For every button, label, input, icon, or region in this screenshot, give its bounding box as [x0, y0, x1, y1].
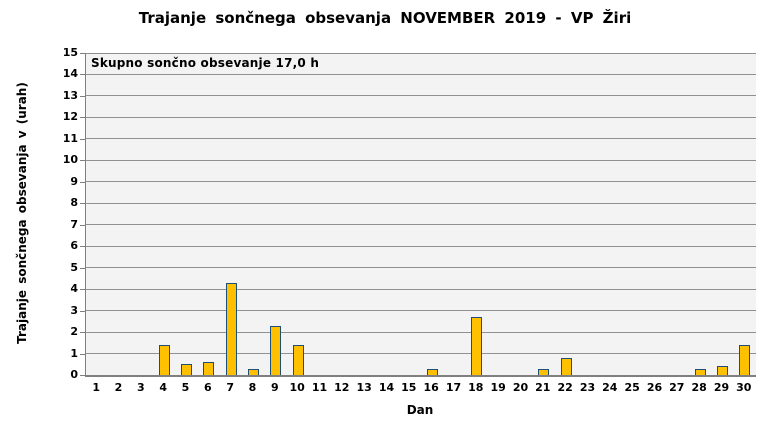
x-tick-label-5: 5: [181, 381, 190, 394]
bar-day-7: [225, 282, 237, 375]
gridline-11: [86, 138, 756, 140]
gridline-13: [86, 95, 756, 97]
bar-day-9: [270, 325, 282, 375]
y-tick-mark: [80, 117, 86, 119]
bar-day-29: [717, 366, 728, 375]
x-axis-title: Dan: [406, 403, 434, 417]
x-tick-label-12: 12: [334, 381, 350, 394]
x-tick-label-26: 26: [646, 381, 663, 394]
gridline-1: [86, 353, 756, 355]
x-tick-label-9: 9: [270, 381, 279, 394]
x-tick-label-6: 6: [203, 381, 212, 394]
y-tick-label-4: 4: [70, 282, 78, 296]
bar-day-16: [426, 368, 438, 375]
gridline-15: [86, 53, 756, 54]
x-tick-label-24: 24: [602, 381, 618, 394]
x-tick-label-15: 15: [401, 381, 417, 394]
gridline-8: [86, 202, 756, 204]
gridline-9: [86, 181, 756, 183]
x-tick-label-11: 11: [311, 381, 328, 394]
y-tick-mark: [80, 53, 86, 54]
x-tick-label-10: 10: [289, 381, 305, 394]
x-tick-label-18: 18: [468, 381, 484, 394]
y-tick-mark: [80, 332, 86, 334]
y-tick-mark: [80, 181, 86, 183]
gridline-10: [86, 159, 756, 161]
y-tick-mark: [80, 310, 86, 312]
bar-day-21: [538, 368, 550, 375]
bar-day-5: [181, 364, 192, 375]
gridline-7: [86, 224, 756, 226]
y-tick-label-0: 0: [70, 368, 78, 381]
x-tick-label-8: 8: [248, 381, 257, 394]
x-tick-label-23: 23: [579, 381, 596, 394]
total-sunshine-annotation: Skupno sončno obsevanje 17,0 h: [91, 56, 320, 70]
bar-day-22: [560, 357, 572, 375]
gridline-5: [86, 267, 756, 269]
y-tick-label-8: 8: [70, 196, 78, 210]
x-tick-label-19: 19: [490, 381, 506, 394]
x-tick-label-2: 2: [114, 381, 123, 394]
y-tick-label-14: 14: [62, 67, 78, 81]
x-tick-label-17: 17: [445, 381, 462, 394]
gridline-12: [86, 116, 756, 118]
bar-day-10: [292, 344, 304, 375]
y-tick-mark: [80, 160, 86, 162]
gridline-2: [86, 331, 756, 333]
x-tick-label-14: 14: [378, 381, 395, 394]
gridline-6: [86, 245, 756, 247]
y-tick-mark: [80, 267, 86, 269]
x-tick-label-22: 22: [557, 381, 573, 394]
x-tick-label-1: 1: [92, 381, 100, 394]
x-tick-label-16: 16: [423, 381, 439, 394]
y-tick-label-13: 13: [62, 88, 78, 102]
gridline-4: [86, 288, 756, 290]
x-tick-label-25: 25: [624, 381, 640, 394]
y-tick-mark: [80, 353, 86, 355]
y-tick-label-6: 6: [70, 239, 78, 253]
x-tick-label-20: 20: [512, 381, 529, 394]
x-tick-label-27: 27: [669, 381, 685, 394]
y-tick-label-3: 3: [70, 303, 78, 317]
y-tick-label-9: 9: [70, 174, 78, 188]
y-tick-mark: [80, 289, 86, 291]
bar-day-28: [694, 368, 706, 375]
y-tick-mark: [80, 138, 86, 140]
plot-area: [85, 53, 756, 377]
y-tick-mark: [80, 95, 86, 97]
y-tick-label-10: 10: [62, 153, 78, 167]
gridline-14: [86, 73, 756, 75]
bar-day-30: [739, 344, 751, 375]
bar-day-18: [471, 317, 483, 375]
bar-day-6: [203, 362, 215, 375]
bar-day-8: [248, 368, 259, 375]
y-tick-mark: [80, 375, 86, 376]
x-tick-label-7: 7: [226, 381, 234, 394]
x-tick-label-29: 29: [713, 381, 730, 394]
chart-title: Trajanje sončnega obsevanja NOVEMBER 201…: [138, 9, 632, 27]
y-tick-label-2: 2: [70, 325, 78, 339]
y-tick-label-15: 15: [62, 46, 78, 59]
y-tick-mark: [80, 203, 86, 205]
y-axis-title: Trajanje sončnega obsevanja v (urah): [15, 82, 29, 344]
y-tick-label-12: 12: [62, 110, 78, 124]
y-tick-label-1: 1: [70, 346, 78, 360]
y-tick-mark: [80, 246, 86, 248]
gridline-3: [86, 310, 756, 312]
y-tick-label-11: 11: [62, 131, 78, 145]
x-tick-label-3: 3: [136, 381, 145, 394]
y-tick-mark: [80, 224, 86, 226]
y-tick-label-5: 5: [70, 260, 78, 274]
x-tick-label-21: 21: [535, 381, 551, 394]
x-tick-label-13: 13: [356, 381, 372, 394]
y-tick-mark: [80, 74, 86, 76]
x-tick-label-4: 4: [159, 381, 167, 394]
x-tick-label-28: 28: [691, 381, 707, 394]
bar-day-4: [158, 344, 170, 375]
y-tick-label-7: 7: [70, 217, 78, 231]
x-tick-label-30: 30: [736, 381, 752, 394]
